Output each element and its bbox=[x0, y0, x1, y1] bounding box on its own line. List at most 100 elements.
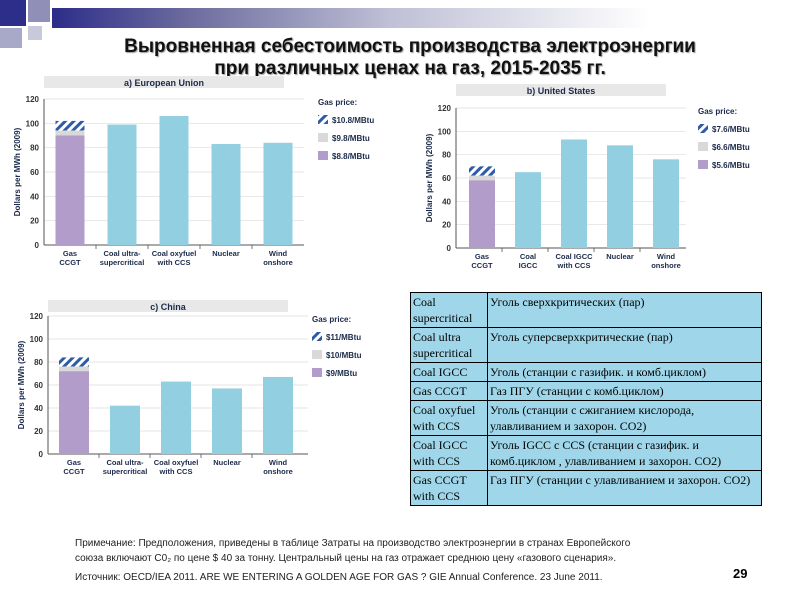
definition-row: Gas CCGT with CCS Газ ПГУ (станции с улав… bbox=[410, 470, 762, 506]
x-tick-label: Nuclear bbox=[212, 249, 240, 258]
x-tick-label: Gas bbox=[67, 458, 81, 467]
header-gradient-bar bbox=[52, 8, 800, 28]
y-tick-label: 80 bbox=[30, 144, 39, 153]
y-axis-label: Dollars per MWh (2009) bbox=[17, 340, 26, 429]
definition-row: Coal oxyfuel with CCS Уголь (станции с сж… bbox=[410, 400, 762, 436]
bar-gas-mid-band bbox=[59, 366, 89, 372]
x-tick-label: Coal IGCC bbox=[555, 252, 593, 261]
y-tick-label: 20 bbox=[34, 427, 43, 436]
y-tick-label: 60 bbox=[442, 174, 451, 183]
y-tick-label: 60 bbox=[34, 381, 43, 390]
definition-term: Coal IGCC bbox=[410, 362, 488, 382]
page-title: Выровненная себестоимость производства э… bbox=[60, 36, 760, 80]
deco-square bbox=[0, 0, 26, 26]
x-tick-label: with CCS bbox=[157, 258, 191, 267]
x-tick-label: supercritical bbox=[103, 467, 148, 476]
y-tick-label: 40 bbox=[34, 404, 43, 413]
x-tick-label: Gas bbox=[475, 252, 489, 261]
x-tick-label: IGCC bbox=[519, 261, 538, 270]
definition-translation: Уголь сверхкритических (пар) bbox=[487, 292, 762, 328]
legend-label: $9.8/MBtu bbox=[332, 134, 370, 143]
definition-term: Coal IGCC with CCS bbox=[410, 435, 488, 471]
bar bbox=[561, 139, 587, 248]
legend-title: Gas price: bbox=[312, 315, 351, 324]
x-tick-label: CCGT bbox=[59, 258, 81, 267]
legend-label: $10.8/MBtu bbox=[332, 116, 374, 125]
legend-swatch bbox=[312, 332, 322, 341]
y-tick-label: 0 bbox=[39, 450, 44, 459]
legend-label: $6.6/MBtu bbox=[712, 143, 750, 152]
y-tick-label: 80 bbox=[34, 358, 43, 367]
y-tick-label: 60 bbox=[30, 168, 39, 177]
x-tick-label: onshore bbox=[263, 258, 293, 267]
footnote-line-2: союза включают С0₂ по цене $ 40 за тонну… bbox=[75, 553, 617, 564]
x-tick-label: Gas bbox=[63, 249, 77, 258]
chart-title-band bbox=[44, 76, 284, 88]
legend-swatch bbox=[318, 151, 328, 160]
bar bbox=[159, 116, 189, 246]
y-tick-label: 100 bbox=[26, 119, 40, 128]
bar-gas-high-band bbox=[469, 166, 495, 176]
x-tick-label: with CCS bbox=[159, 467, 193, 476]
chart-united-states: b) United States 0 20 40 60 80 100 120 Dollars p… bbox=[420, 82, 800, 282]
bar bbox=[212, 388, 242, 454]
chart-svg: b) United States 0 20 40 60 80 100 120 Dollars p… bbox=[425, 84, 750, 270]
deco-square bbox=[28, 0, 50, 22]
x-tick-label: Coal oxyfuel bbox=[154, 458, 199, 467]
y-tick-label: 100 bbox=[30, 335, 44, 344]
legend-label: $10/MBtu bbox=[326, 351, 362, 360]
legend-title: Gas price: bbox=[698, 107, 737, 116]
x-tick-label: Nuclear bbox=[213, 458, 241, 467]
definition-row: Coal supercritical Уголь сверхкритических… bbox=[410, 292, 762, 328]
legend-label: $8.8/MBtu bbox=[332, 152, 370, 161]
x-tick-label: onshore bbox=[651, 261, 681, 270]
definition-translation: Газ ПГУ (станции с улавливанием и захоро… bbox=[487, 470, 762, 506]
chart-title: b) United States bbox=[527, 86, 596, 96]
definition-row: Gas CCGT Газ ПГУ (станции с комб.циклом) bbox=[410, 381, 762, 401]
bar bbox=[607, 145, 633, 248]
definition-term: Gas CCGT bbox=[410, 381, 488, 401]
definition-row: Coal IGCC with CCS Уголь IGCC с CCS (стан… bbox=[410, 435, 762, 471]
x-tick-label: Coal oxyfuel bbox=[152, 249, 197, 258]
chart-european-union: a) European Union 0 20 40 60 80 100 120 Dollars … bbox=[0, 74, 400, 279]
y-tick-label: 0 bbox=[35, 241, 40, 250]
bar-gas-high-band bbox=[59, 357, 89, 367]
legend-label: $11/MBtu bbox=[326, 333, 361, 342]
y-tick-label: 120 bbox=[26, 95, 40, 104]
definition-row: Coal ultra supercritical Уголь суперсверх… bbox=[410, 327, 762, 363]
bar bbox=[263, 376, 293, 454]
bar bbox=[515, 172, 541, 248]
bar-gas-high-band bbox=[55, 120, 85, 131]
legend-swatch bbox=[698, 124, 708, 133]
y-tick-label: 0 bbox=[447, 244, 452, 253]
y-tick-label: 100 bbox=[438, 127, 452, 136]
y-tick-label: 40 bbox=[30, 192, 39, 201]
definition-translation: Газ ПГУ (станции с комб.циклом) bbox=[487, 381, 762, 401]
y-tick-label: 120 bbox=[438, 104, 452, 113]
chart-title-band bbox=[48, 300, 288, 312]
x-tick-label: Wind bbox=[657, 252, 676, 261]
x-tick-label: Coal ultra- bbox=[103, 249, 141, 258]
legend-swatch bbox=[312, 350, 322, 359]
chart-svg: a) European Union 0 20 40 60 80 100 120 Dollars … bbox=[13, 76, 374, 267]
legend-label: $5.6/MBtu bbox=[712, 161, 750, 170]
x-tick-label: Wind bbox=[269, 249, 288, 258]
title-line-2: при различных ценах на газ, 2015-2035 гг… bbox=[214, 58, 606, 79]
bar bbox=[653, 159, 679, 248]
x-tick-label: Nuclear bbox=[606, 252, 634, 261]
y-tick-label: 80 bbox=[442, 151, 451, 160]
definition-translation: Уголь IGCC с CCS (станции с газифик. и к… bbox=[487, 435, 762, 471]
bar bbox=[110, 405, 140, 454]
bar bbox=[211, 144, 241, 245]
definition-term: Coal ultra supercritical bbox=[410, 327, 488, 363]
definition-translation: Уголь (станции с сжиганием кислорода, ул… bbox=[487, 400, 762, 436]
bar bbox=[161, 381, 191, 454]
x-tick-label: Coal bbox=[520, 252, 536, 261]
definition-row: Coal IGCC Уголь (станции с газифик. и ком… bbox=[410, 362, 762, 382]
x-tick-label: CCGT bbox=[63, 467, 85, 476]
source-citation: Источник: OECD/IEA 2011. ARE WE ENTERING… bbox=[75, 572, 603, 583]
bar bbox=[263, 142, 293, 245]
footnote: Примечание: Предположения, приведены в т… bbox=[75, 536, 735, 566]
chart-title-band bbox=[456, 84, 666, 96]
definition-term: Gas CCGT with CCS bbox=[410, 470, 488, 506]
